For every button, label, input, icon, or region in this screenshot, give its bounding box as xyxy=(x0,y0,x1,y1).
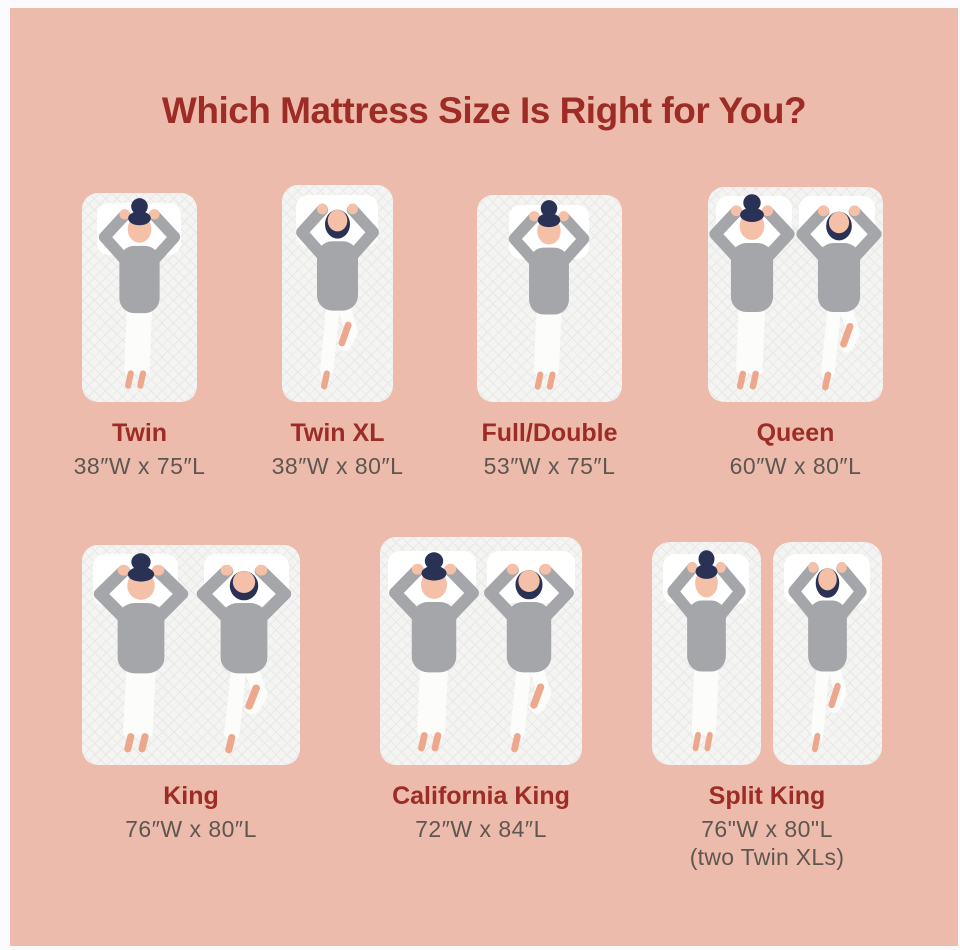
size-card-queen: Queen 60″W x 80″L xyxy=(708,187,883,479)
size-card-twin: Twin 38″W x 75″L xyxy=(74,193,205,479)
size-name-label: Queen xyxy=(756,419,835,447)
man-illustration xyxy=(777,548,878,760)
size-name-label: California King xyxy=(392,782,570,810)
man-illustration xyxy=(183,551,300,761)
size-card-king: King 76″W x 80″L xyxy=(82,545,300,842)
size-card-california-king: California King 72″W x 84″L xyxy=(380,537,582,842)
size-dimensions-label: 72″W x 84″L xyxy=(415,816,547,842)
man-illustration xyxy=(284,190,391,397)
woman-illustration xyxy=(656,548,757,760)
mattress-twin-xl xyxy=(282,185,393,402)
size-dimensions-label: 38″W x 75″L xyxy=(73,453,206,479)
split-king-mattress-pair xyxy=(652,542,882,765)
size-card-split-king: Split King 76"W x 80"L (two Twin XLs) xyxy=(652,542,882,871)
man-illustration xyxy=(471,550,582,760)
woman-illustration xyxy=(87,196,192,397)
size-card-twin-xl: Twin XL 38″W x 80″L xyxy=(272,185,403,479)
size-dimensions-label: 76″W x 80″L xyxy=(125,816,257,842)
size-name-label: Split King xyxy=(708,782,826,810)
size-dimensions-label: 53″W x 75″L xyxy=(483,453,616,479)
man-illustration xyxy=(784,192,883,398)
mattress-full-double xyxy=(477,195,622,402)
size-name-label: Twin xyxy=(111,419,168,447)
size-name-label: King xyxy=(163,782,219,810)
size-card-full-double: Full/Double 53″W x 75″L xyxy=(477,195,622,479)
mattress-split-king-right xyxy=(773,542,882,765)
page-title: Which Mattress Size Is Right for You? xyxy=(161,90,807,131)
mattress-twin xyxy=(82,193,197,402)
size-name-label: Full/Double xyxy=(481,419,618,447)
size-note-label: (two Twin XLs) xyxy=(689,844,845,871)
woman-illustration xyxy=(497,198,601,398)
mattress-split-king-left xyxy=(652,542,761,765)
size-dimensions-label: 76"W x 80"L xyxy=(701,816,833,842)
mattress-california-king xyxy=(380,537,582,765)
size-dimensions-label: 60″W x 80″L xyxy=(729,453,862,479)
size-name-label: Twin XL xyxy=(290,419,385,447)
mattress-king xyxy=(82,545,300,765)
size-dimensions-label: 38″W x 80″L xyxy=(271,453,404,479)
mattress-queen xyxy=(708,187,883,402)
infographic-canvas: Which Mattress Size Is Right for You? Tw… xyxy=(10,8,958,946)
